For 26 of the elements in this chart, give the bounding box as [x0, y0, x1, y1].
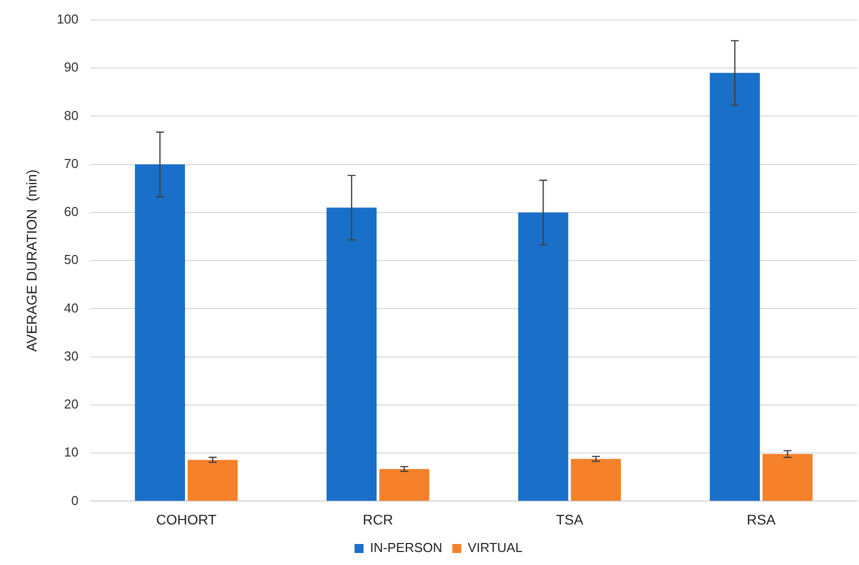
y-tick-label: 50: [64, 252, 78, 268]
y-axis-title: AVERAGE DURATION (min): [23, 169, 40, 352]
y-tick-label: 100: [56, 12, 78, 27]
y-tick-label: 10: [64, 444, 78, 460]
bar: [134, 164, 185, 501]
y-tick-label: 70: [64, 156, 78, 171]
y-tick-label: 0: [71, 492, 78, 508]
x-tick-label: COHORT: [156, 511, 217, 528]
bar: [379, 468, 430, 501]
x-tick-label: RCR: [362, 511, 394, 528]
y-tick-label: 30: [64, 348, 78, 364]
x-tick-label: RSA: [746, 511, 776, 528]
bar: [710, 72, 760, 501]
y-tick-label: 20: [64, 396, 78, 412]
y-tick-label: 80: [64, 108, 78, 123]
bar: [762, 454, 813, 501]
y-tick-label: 90: [64, 60, 78, 75]
bar: [570, 458, 621, 501]
legend-label: VIRTUAL: [468, 540, 522, 556]
bar: [326, 208, 377, 501]
bar: [518, 212, 568, 501]
bar: [188, 460, 238, 501]
x-tick-label: TSA: [556, 511, 584, 528]
y-tick-label: 60: [64, 204, 78, 220]
y-tick-label: 40: [64, 300, 78, 316]
legend-label: IN-PERSON: [370, 540, 442, 556]
